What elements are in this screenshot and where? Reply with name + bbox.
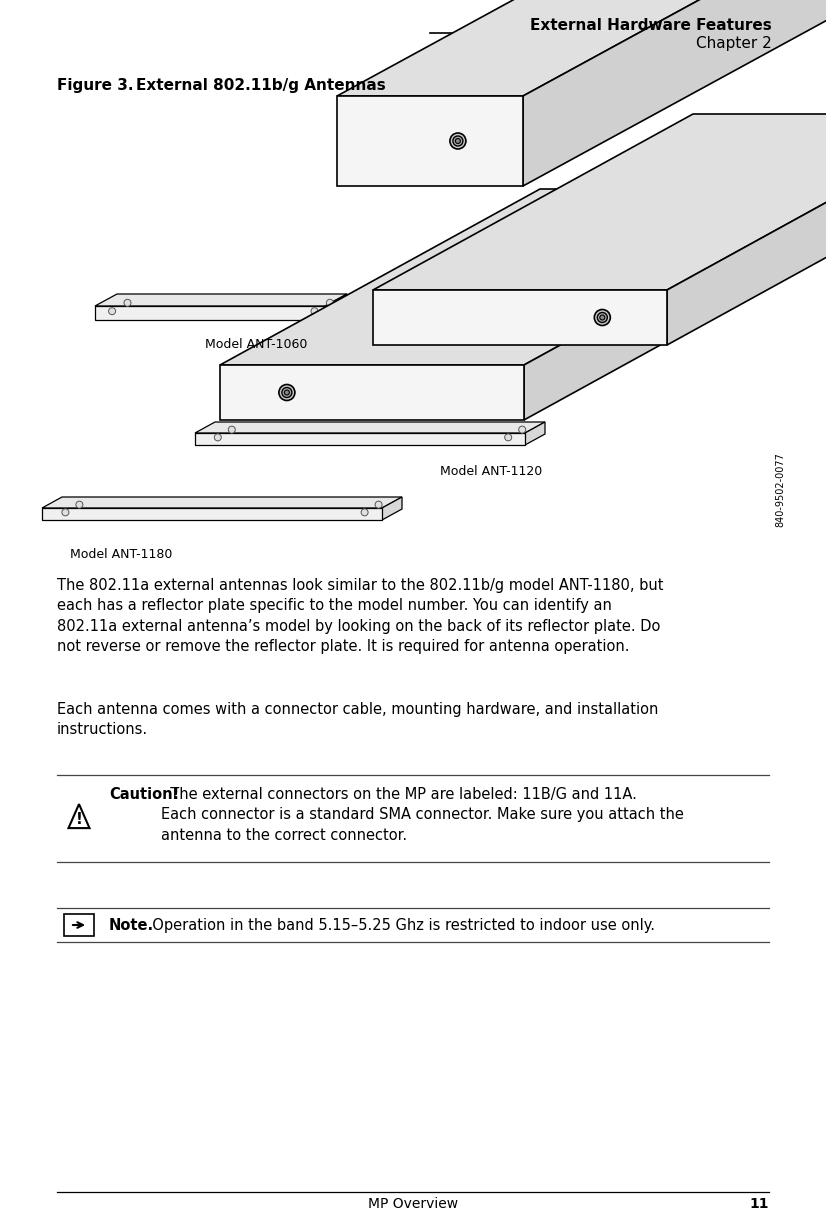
Text: Chapter 2: Chapter 2 [696,37,772,51]
Polygon shape [337,0,826,96]
Circle shape [450,133,466,148]
Circle shape [228,426,235,433]
Polygon shape [42,497,402,507]
Polygon shape [373,114,826,290]
Text: The 802.11a external antennas look similar to the 802.11b/g model ANT-1180, but
: The 802.11a external antennas look simil… [57,578,663,655]
Circle shape [108,308,116,315]
Polygon shape [95,295,347,305]
Circle shape [311,308,318,315]
Polygon shape [64,914,94,936]
Circle shape [597,313,607,323]
Text: External 802.11b/g Antennas: External 802.11b/g Antennas [115,78,386,92]
Circle shape [361,509,368,516]
Circle shape [282,387,292,398]
Text: Model ANT-1060: Model ANT-1060 [205,338,307,350]
Circle shape [519,426,525,433]
Polygon shape [382,497,402,520]
Polygon shape [195,422,545,433]
Text: Operation in the band 5.15–5.25 Ghz is restricted to indoor use only.: Operation in the band 5.15–5.25 Ghz is r… [143,918,655,933]
Circle shape [62,509,69,516]
Text: !: ! [75,812,83,828]
Circle shape [453,136,463,146]
Text: MP Overview: MP Overview [368,1198,458,1211]
Circle shape [326,299,334,307]
Polygon shape [95,305,325,320]
Text: 840-9502-0077: 840-9502-0077 [775,453,785,527]
Polygon shape [667,114,826,344]
Text: Each antenna comes with a connector cable, mounting hardware, and installation
i: Each antenna comes with a connector cabl… [57,702,658,738]
Circle shape [455,139,460,144]
Circle shape [375,501,382,509]
Polygon shape [42,507,382,520]
Circle shape [214,433,221,441]
Text: Figure 3.: Figure 3. [57,78,134,92]
Polygon shape [523,0,826,186]
Circle shape [595,309,610,325]
Polygon shape [337,96,523,186]
Polygon shape [220,365,524,420]
Polygon shape [220,189,826,365]
Text: Model ANT-1180: Model ANT-1180 [70,548,173,561]
Text: External Hardware Features: External Hardware Features [530,18,772,33]
Circle shape [600,315,605,320]
Circle shape [505,433,511,441]
Circle shape [76,501,83,509]
Text: Note.: Note. [109,918,154,933]
Text: Caution!: Caution! [109,787,179,802]
Text: The external connectors on the MP are labeled: 11B/G and 11A.
Each connector is : The external connectors on the MP are la… [161,787,684,843]
Circle shape [124,299,131,307]
Polygon shape [524,189,826,420]
Polygon shape [69,804,89,828]
Text: Model ANT-1120: Model ANT-1120 [440,465,542,478]
Text: 11: 11 [749,1198,769,1211]
Polygon shape [195,433,525,445]
Polygon shape [325,295,347,320]
Circle shape [279,385,295,400]
Polygon shape [373,290,667,344]
Circle shape [284,389,289,396]
Polygon shape [525,422,545,445]
